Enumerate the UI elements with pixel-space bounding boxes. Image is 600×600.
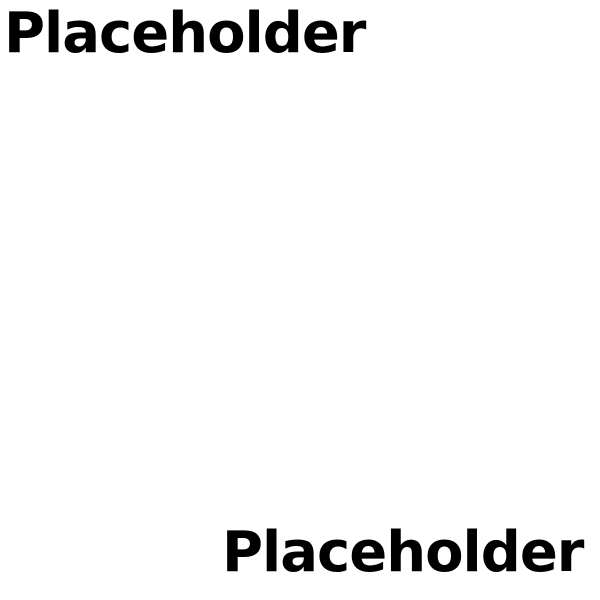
placeholder-text-bottom-right: Placeholder [222,520,584,585]
placeholder-text-top-left: Placeholder [4,1,366,66]
